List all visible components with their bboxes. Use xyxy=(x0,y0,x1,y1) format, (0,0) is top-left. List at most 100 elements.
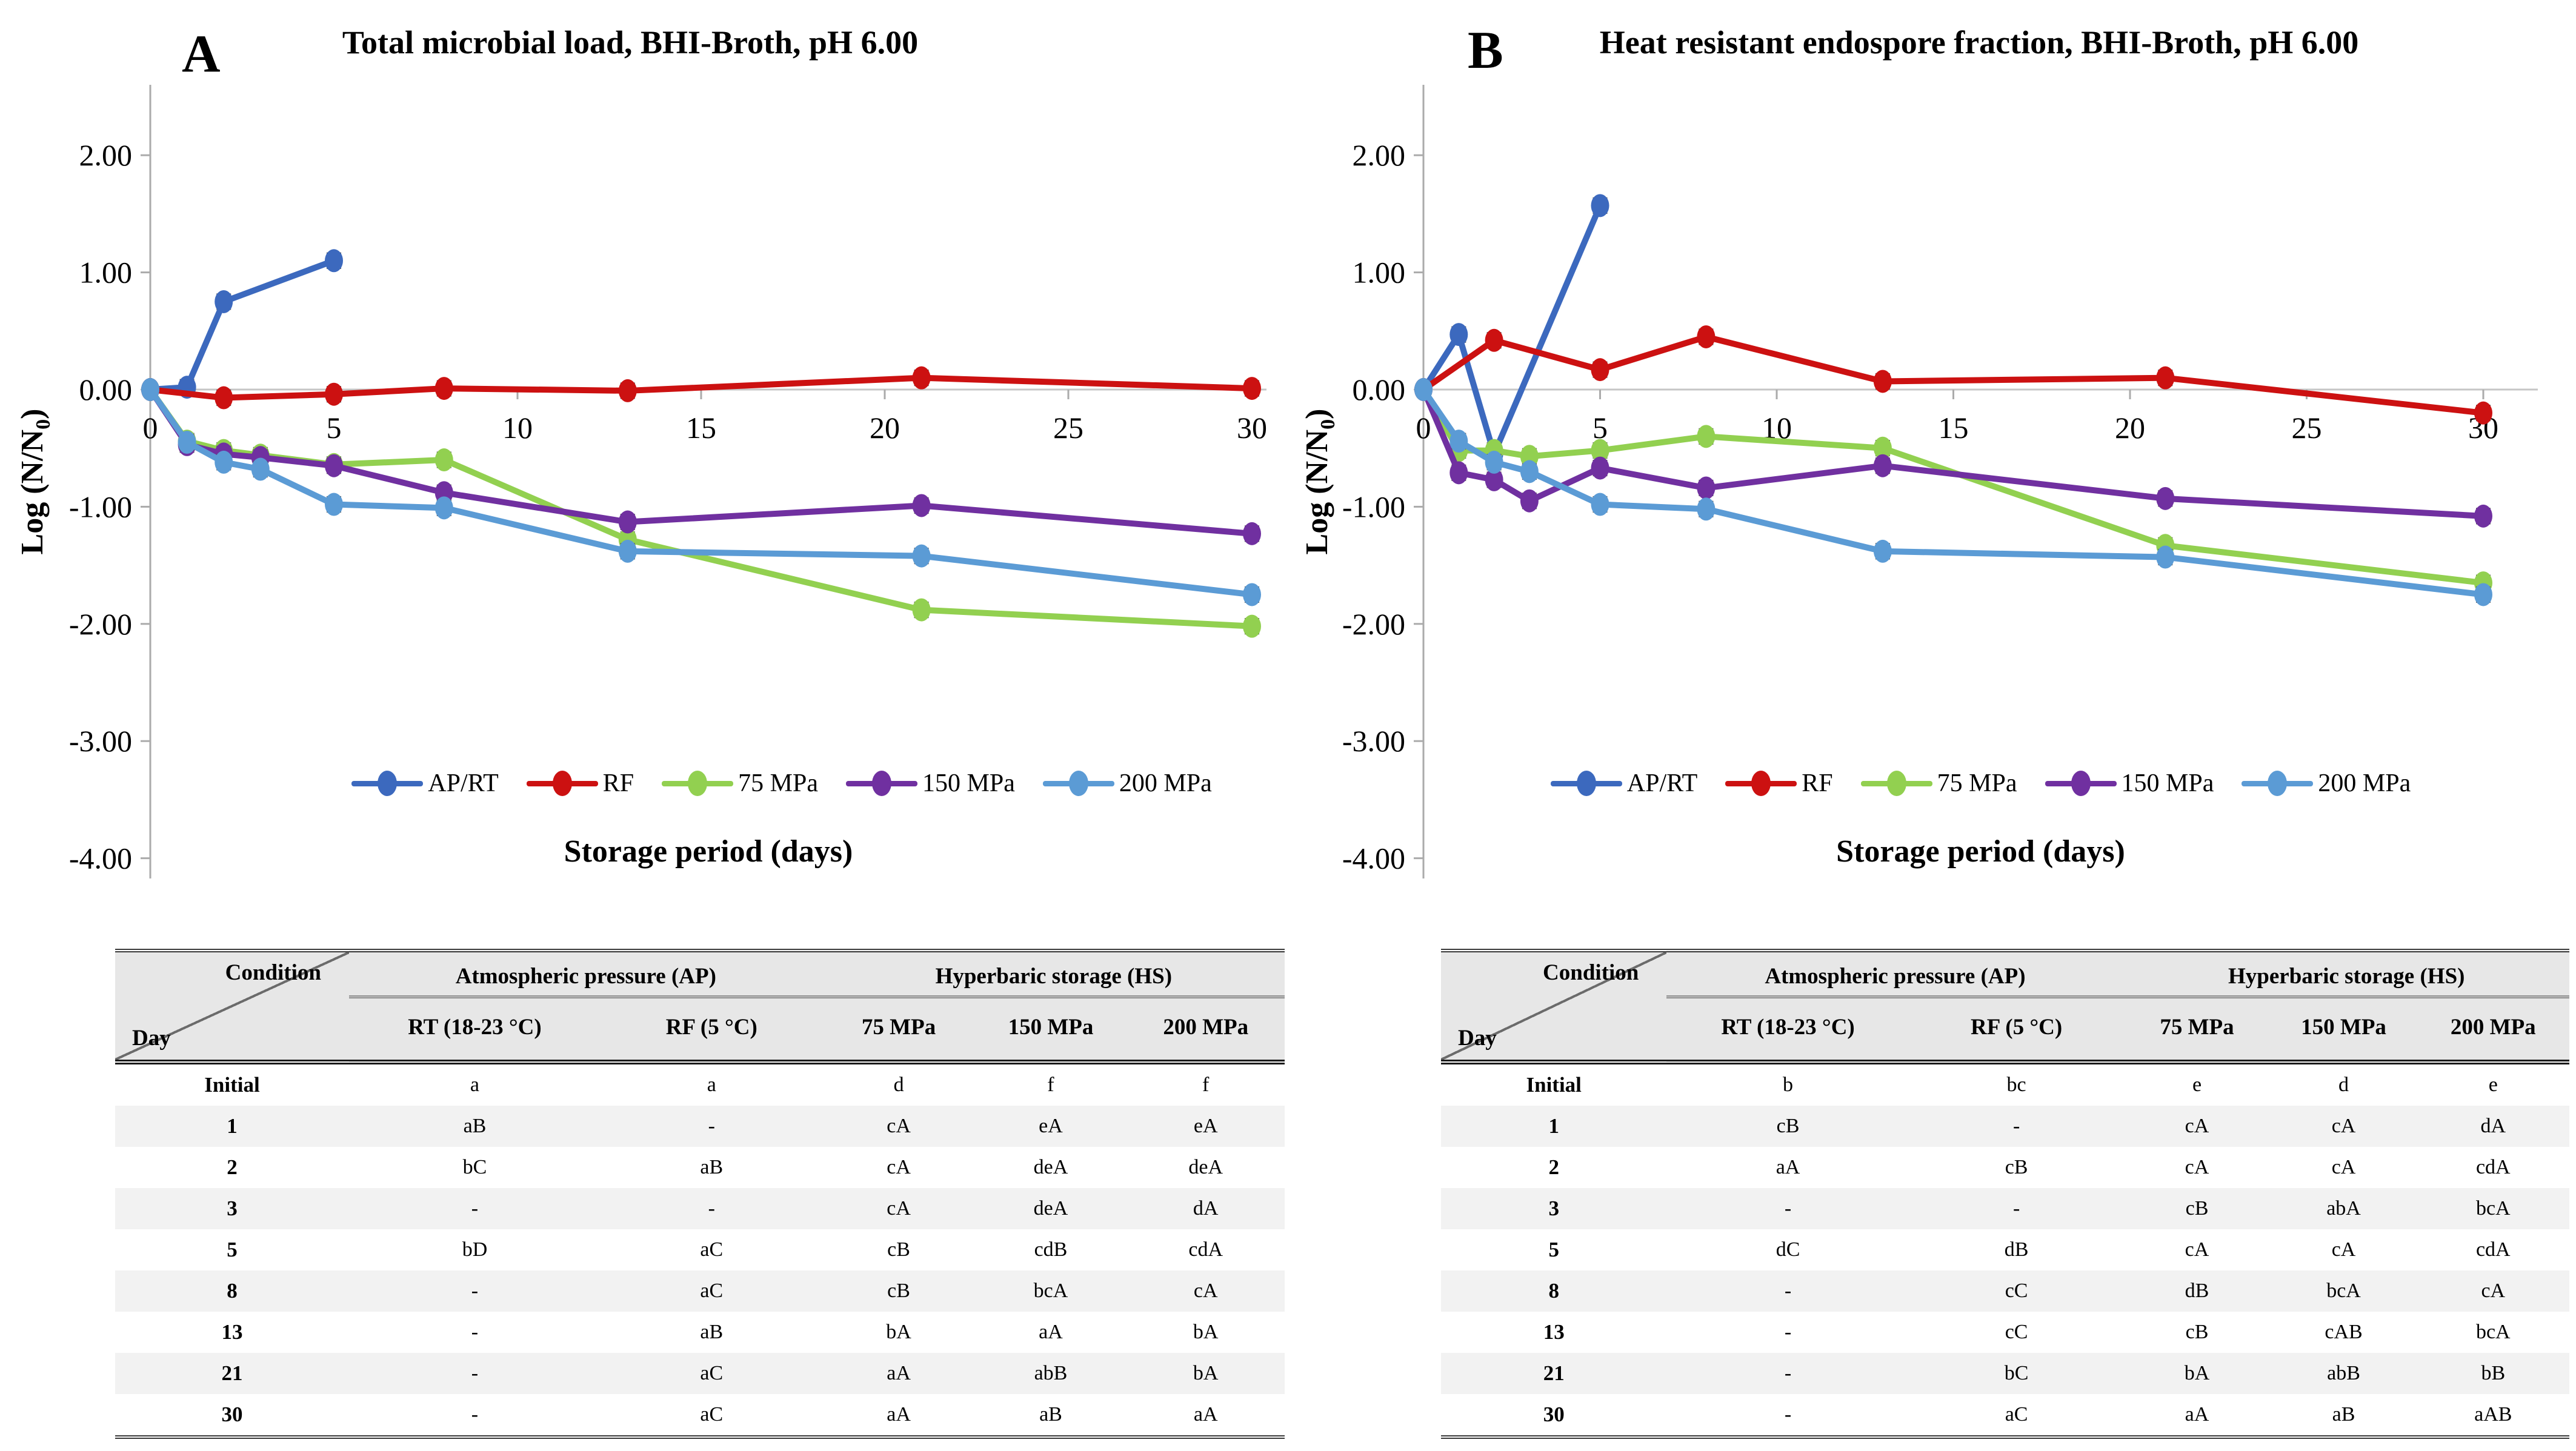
day-cell: Initial xyxy=(1526,1073,1582,1097)
legend-label: AP/RT xyxy=(428,769,499,797)
value-cell: cA xyxy=(2185,1156,2209,1178)
legend-dot xyxy=(872,771,892,796)
data-point xyxy=(1449,430,1468,453)
day-cell: Initial xyxy=(204,1073,260,1097)
data-point xyxy=(1591,194,1609,217)
value-cell: cA xyxy=(2331,1156,2356,1178)
value-cell: cB xyxy=(2185,1197,2209,1220)
value-cell: deA xyxy=(1033,1197,1068,1220)
value-cell: deA xyxy=(1033,1156,1068,1178)
value-cell: - xyxy=(708,1197,715,1220)
y-tick-label: -1.00 xyxy=(1342,490,1405,523)
legend-dot xyxy=(552,771,572,796)
day-cell: 8 xyxy=(227,1279,238,1303)
value-cell: a xyxy=(470,1074,480,1096)
day-cell: 30 xyxy=(221,1403,243,1426)
y-tick-label: 0.00 xyxy=(79,373,133,407)
day-cell: 21 xyxy=(1543,1361,1565,1385)
data-point xyxy=(2156,366,2175,390)
data-point xyxy=(1591,439,1609,462)
data-point xyxy=(1243,583,1261,606)
table-body: Initial b bc e d e 1 cB - cA cA dA 2 aA cB cA cA cdA 3 - - cB… xyxy=(1441,1062,2569,1437)
value-cell: - xyxy=(471,1280,479,1302)
legend-marker-icon xyxy=(1042,768,1114,799)
day-cell: 21 xyxy=(221,1361,243,1385)
corner-condition-label: Condition xyxy=(225,960,321,985)
value-cell: dC xyxy=(1776,1238,1800,1261)
x-axis-title: Storage period (days) xyxy=(1836,834,2125,869)
data-point xyxy=(325,382,343,406)
x-tick-label: 15 xyxy=(1939,411,1969,445)
legend-label: 200 MPa xyxy=(2318,769,2411,797)
value-cell: aA xyxy=(887,1403,911,1426)
value-cell: bA xyxy=(1193,1362,1219,1384)
data-point xyxy=(178,431,196,454)
value-cell: bcA xyxy=(2475,1197,2511,1220)
value-cell: bcA xyxy=(1033,1280,1068,1302)
data-point xyxy=(1873,436,1892,460)
legend-item: 75 MPa xyxy=(1860,768,2017,799)
data-point xyxy=(1873,454,1892,477)
y-tick-label: -2.00 xyxy=(69,607,132,641)
value-cell: dA xyxy=(2480,1115,2506,1137)
col-header-200: 200 MPa xyxy=(2450,1015,2536,1040)
legend-marker-icon xyxy=(351,768,424,799)
value-cell: cB xyxy=(887,1280,910,1302)
y-tick-label: -4.00 xyxy=(69,842,132,875)
legend-item: AP/RT xyxy=(351,768,499,799)
col-header-rf: RF (5 °C) xyxy=(1971,1015,2063,1040)
day-cell: 13 xyxy=(221,1320,243,1344)
chart-title: Heat resistant endospore fraction, BHI-B… xyxy=(1600,24,2359,61)
value-cell: - xyxy=(2012,1115,2020,1137)
value-cell: aB xyxy=(2332,1403,2355,1426)
legend-item: 150 MPa xyxy=(846,768,1015,799)
value-cell: cB xyxy=(2005,1156,2028,1178)
data-point xyxy=(141,378,159,401)
value-cell: - xyxy=(471,1321,479,1343)
legend-item: RF xyxy=(1725,768,1833,799)
x-tick-label: 10 xyxy=(502,411,533,445)
value-cell: deA xyxy=(1188,1156,1223,1178)
data-point xyxy=(1520,489,1539,513)
data-point xyxy=(251,457,270,481)
value-cell: cB xyxy=(887,1238,910,1261)
value-cell: aB xyxy=(700,1321,724,1343)
legend-item: AP/RT xyxy=(1550,768,1697,799)
day-cell: 13 xyxy=(1543,1320,1565,1344)
legend-item: 150 MPa xyxy=(2045,768,2214,799)
chart-panel-a: 2.00 1.00 0.00 -1.00 -2.00 -3.00 -4.00 0 5 10 15 20… xyxy=(15,24,1267,878)
value-cell: abA xyxy=(2326,1197,2361,1220)
data-point xyxy=(2474,401,2492,425)
legend-dot xyxy=(2268,771,2288,796)
value-cell: bA xyxy=(886,1321,911,1343)
table-row: 3 - - cB abA bcA xyxy=(1441,1188,2569,1229)
data-point xyxy=(1243,522,1261,545)
value-cell: - xyxy=(471,1197,479,1220)
x-tick-label: 15 xyxy=(686,411,716,445)
value-cell: abB xyxy=(1034,1362,1068,1384)
day-cell: 1 xyxy=(227,1114,238,1138)
table-row: 30 - aC aA aB aA xyxy=(115,1394,1285,1437)
value-cell: cC xyxy=(2005,1280,2028,1302)
day-cell: 3 xyxy=(227,1197,238,1220)
value-cell: abB xyxy=(2327,1362,2360,1384)
value-cell: - xyxy=(1784,1403,1792,1426)
data-point xyxy=(912,544,931,568)
day-cell: 30 xyxy=(1543,1403,1565,1426)
panel-a: 2.00 1.00 0.00 -1.00 -2.00 -3.00 -4.00 0 5 10 15 20… xyxy=(0,0,1288,1439)
legend-dot xyxy=(1068,771,1088,796)
table-row: 21 - bC bA abB bB xyxy=(1441,1353,2569,1394)
legend-dot xyxy=(688,771,708,796)
y-tick-label: 2.00 xyxy=(1353,138,1406,172)
legend-marker-icon xyxy=(662,768,734,799)
value-cell: aA xyxy=(2185,1403,2209,1426)
value-cell: e xyxy=(2192,1074,2202,1096)
data-point xyxy=(1591,456,1609,480)
value-cell: aA xyxy=(1193,1403,1218,1426)
table-wrap-b: Condition Day Atmospheric pressure (AP) … xyxy=(1441,949,2569,1439)
corner-day-label: Day xyxy=(1458,1026,1497,1051)
chart-panel-b: 2.001.000.00-1.00-2.00-3.00-4.000 5 10 15 20… xyxy=(1300,21,2538,878)
y-tick-label: 1.00 xyxy=(79,256,133,290)
table-row: 2 aA cB cA cA cdA xyxy=(1441,1147,2569,1188)
y-tick-label: 1.00 xyxy=(1353,256,1406,290)
